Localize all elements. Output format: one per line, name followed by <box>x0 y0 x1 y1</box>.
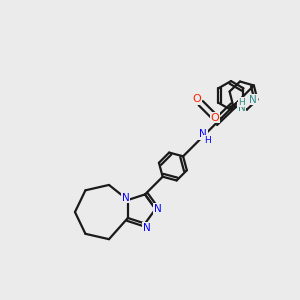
Text: N: N <box>122 193 129 202</box>
Text: N: N <box>238 103 245 113</box>
Text: N: N <box>249 94 257 104</box>
Text: N: N <box>154 204 162 214</box>
Text: H: H <box>238 98 245 107</box>
Text: N: N <box>199 129 207 139</box>
Text: O: O <box>211 112 219 123</box>
Text: N: N <box>142 223 150 233</box>
Text: O: O <box>192 94 201 104</box>
Text: H: H <box>204 136 211 145</box>
